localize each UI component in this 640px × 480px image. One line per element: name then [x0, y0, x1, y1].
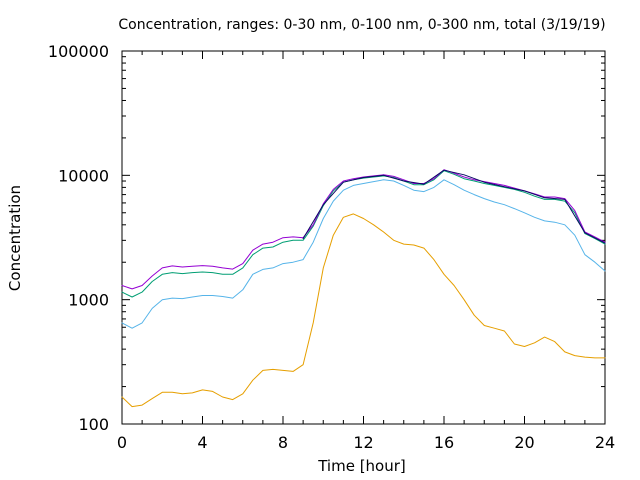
- series-line-5: [302, 169, 606, 244]
- series-line-3: [121, 170, 606, 298]
- chart-title: Concentration, ranges: 0-30 nm, 0-100 nm…: [118, 17, 605, 33]
- y-tick-label: 100: [78, 415, 109, 434]
- series-line-4: [121, 169, 606, 290]
- y-axis-title: Concentration: [6, 185, 24, 291]
- y-tick-label: 100000: [48, 42, 109, 61]
- x-tick-label: 8: [278, 433, 288, 452]
- plot-area: [121, 50, 606, 425]
- x-tick-label: 24: [595, 433, 615, 452]
- axis-ticks: [121, 50, 606, 425]
- series-layer: [121, 169, 606, 408]
- x-tick-label: 12: [353, 433, 373, 452]
- y-tick-label: 10000: [58, 166, 109, 185]
- x-tick-label: 4: [197, 433, 207, 452]
- plot-frame: [121, 50, 606, 425]
- y-tick-label: 1000: [68, 291, 109, 310]
- x-axis-title: Time [hour]: [317, 457, 406, 475]
- x-tick-label: 16: [434, 433, 454, 452]
- x-tick-label: 20: [514, 433, 534, 452]
- series-line-2: [121, 179, 606, 329]
- tick-labels: 0 4 8 12 16 20 24 100 1000 10000 100000: [48, 42, 615, 452]
- series-line-1: [121, 213, 606, 408]
- x-tick-label: 0: [117, 433, 127, 452]
